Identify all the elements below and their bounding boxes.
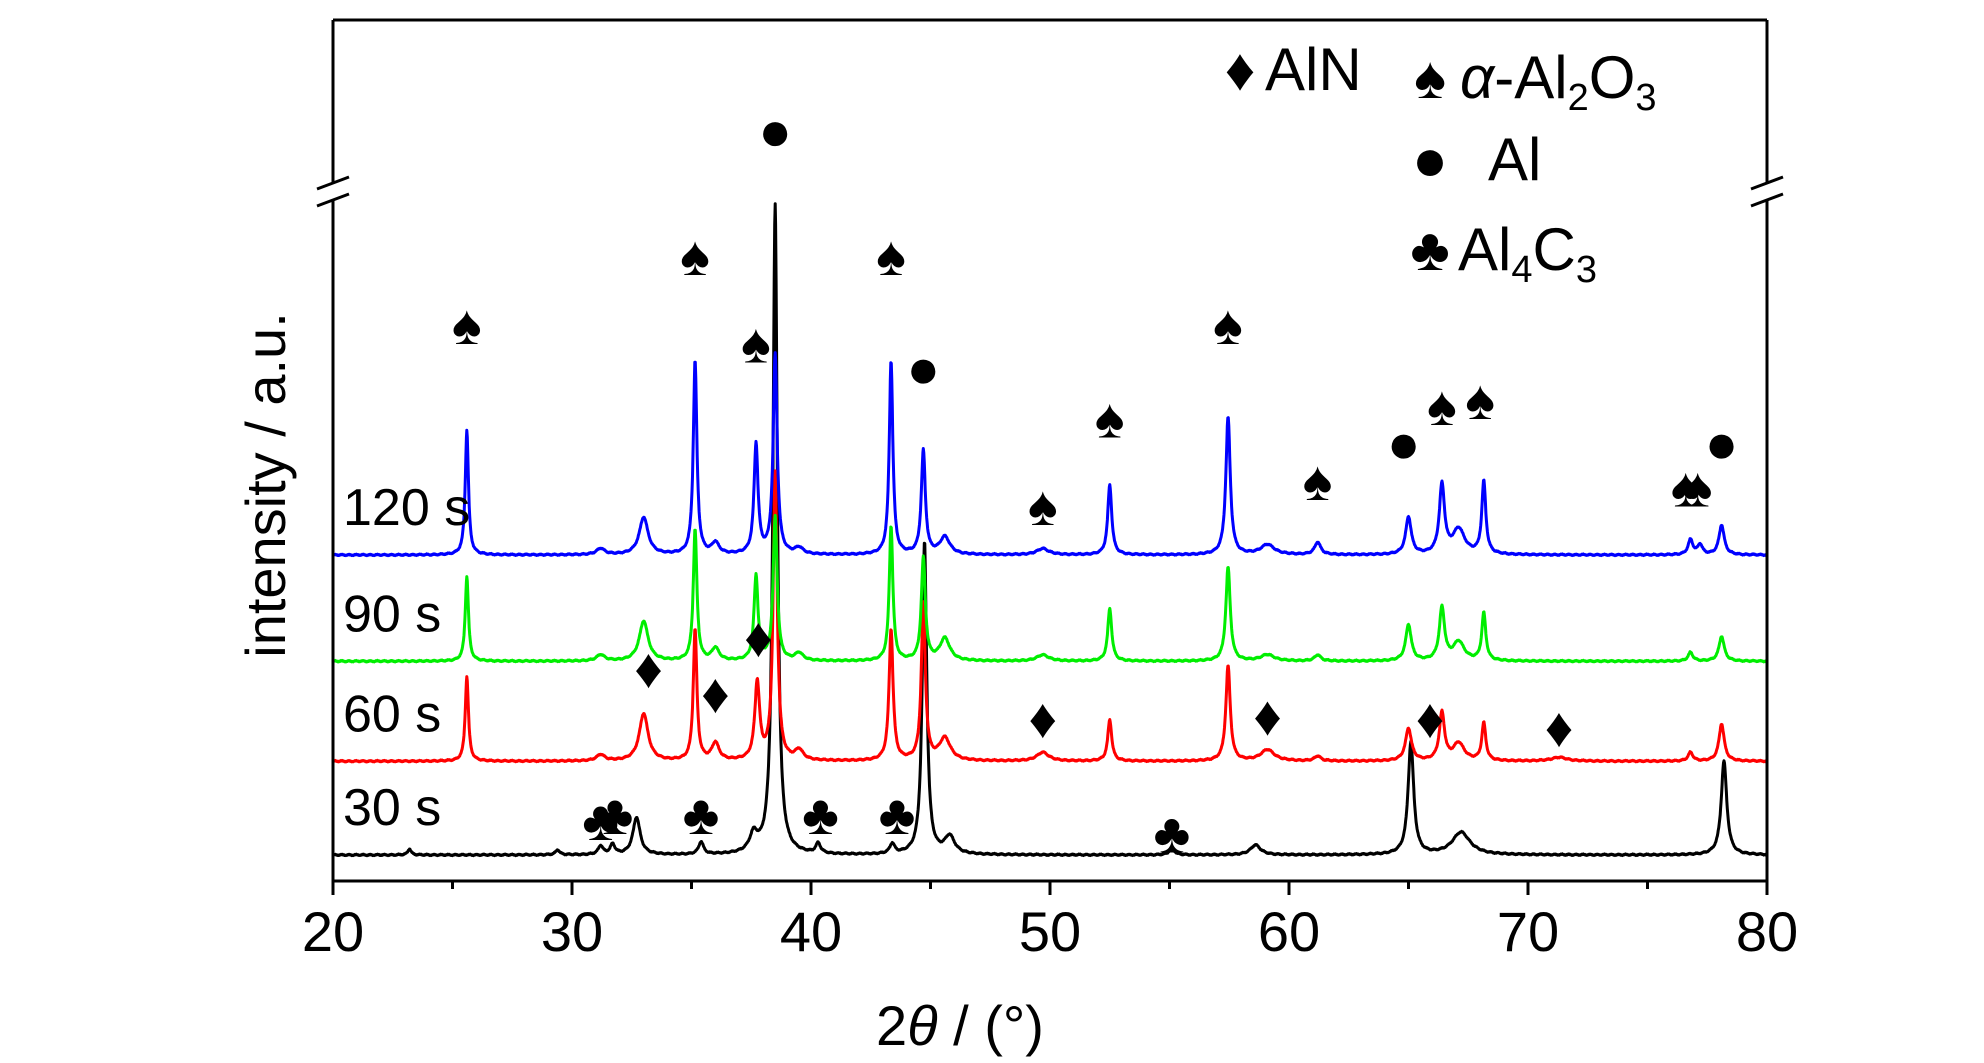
phase-marker-aln: ♦ — [744, 605, 773, 668]
phase-marker-al4c3: ♣ — [597, 783, 634, 846]
phase-marker-al4c3: ♣ — [802, 783, 839, 846]
series-layer — [332, 202, 1769, 858]
phase-marker-aln: ♦ — [1029, 687, 1058, 750]
y-axis-title: intensity / a.u. — [234, 312, 297, 658]
legend-symbol-al4c3: ♣ — [1410, 216, 1449, 283]
phase-marker-alpha-al2o3: ♠ — [1683, 455, 1713, 518]
phase-marker-alpha-al2o3: ♠ — [1427, 374, 1457, 437]
legend-label-part: O — [1589, 44, 1636, 111]
legend-symbol-alpha-al2o3: ♠ — [1414, 44, 1446, 111]
phase-markers: ♠♠♠●♠●♠♠♠♠●♠ ♠♠♠●♦ ♦♦♦ ♦ ♦ ♦♣♣ ♣ ♣ ♣ ♣ — [452, 99, 1739, 865]
legend-label-alpha-al2o3: α-Al2O3 — [1460, 44, 1657, 119]
legend-label-part: Al — [1458, 216, 1511, 283]
phase-marker-al: ● — [1387, 412, 1421, 475]
legend-label-al: Al — [1488, 126, 1541, 193]
phase-marker-aln: ♦ — [634, 637, 663, 700]
phase-marker-alpha-al2o3: ♠ — [1465, 368, 1495, 431]
axis-break-gap-right — [1753, 185, 1781, 198]
x-tick-label: 70 — [1497, 900, 1559, 963]
legend-entry-alpha-al2o3: ♠ α-Al2O3 — [1414, 44, 1656, 119]
phase-marker-alpha-al2o3: ♠ — [452, 293, 482, 356]
series-line-60-s — [332, 469, 1769, 764]
phase-marker-aln: ♦ — [1545, 695, 1574, 758]
legend-label-part: Al — [1488, 126, 1541, 193]
phase-marker-alpha-al2o3: ♠ — [680, 224, 710, 287]
x-tick-label: 30 — [541, 900, 603, 963]
phase-marker-aln: ♦ — [701, 662, 730, 725]
x-tick-label: 40 — [780, 900, 842, 963]
phase-marker-aln: ♦ — [1416, 687, 1445, 750]
x-axis-title-part: 2 — [876, 994, 907, 1057]
series-labels: 30 s 60 s 90 s 120 s — [343, 479, 470, 837]
legend-label-aln: AlN — [1265, 36, 1362, 103]
legend-label-part: C — [1533, 216, 1576, 283]
phase-marker-al: ● — [758, 99, 792, 162]
phase-marker-al4c3: ♣ — [582, 789, 619, 852]
axis-break-mark-left — [316, 192, 350, 208]
phase-marker-al4c3: ♣ — [879, 783, 916, 846]
series-line-120-s — [332, 351, 1769, 558]
legend-label-part: 4 — [1511, 249, 1532, 291]
x-tick-label: 50 — [1019, 900, 1081, 963]
legend-entry-aln: ♦ AlN — [1225, 36, 1362, 103]
phase-marker-al: ● — [1705, 412, 1739, 475]
phase-marker-alpha-al2o3: ♠ — [1213, 293, 1243, 356]
legend-label-part: AlN — [1265, 36, 1362, 103]
axis-break-gap-left — [319, 185, 347, 198]
phase-marker-alpha-al2o3: ♠ — [741, 312, 771, 375]
axis-break-mark-left — [316, 175, 350, 191]
legend-label-part: 3 — [1635, 77, 1656, 119]
phase-marker-alpha-al2o3: ♠ — [1303, 449, 1333, 512]
phase-marker-alpha-al2o3: ♠ — [1095, 387, 1125, 450]
series-line-30-s — [332, 202, 1769, 858]
phase-marker-al: ● — [906, 337, 940, 400]
legend-entry-al: ● Al — [1412, 126, 1541, 193]
series-label-60-s: 60 s — [343, 685, 441, 743]
phase-marker-aln: ♦ — [1253, 684, 1282, 747]
x-tick-label: 60 — [1258, 900, 1320, 963]
legend-label-part: -Al — [1494, 44, 1567, 111]
legend-symbol-aln: ♦ — [1225, 36, 1256, 103]
legend-label-part: 2 — [1568, 77, 1589, 119]
series-label-30-s: 30 s — [343, 779, 441, 837]
x-tick-label: 20 — [302, 900, 364, 963]
phase-marker-al4c3: ♣ — [1154, 802, 1191, 865]
axis-break-mark-right — [1750, 175, 1784, 191]
x-axis-title: 2θ / (°) — [876, 994, 1044, 1057]
x-axis-title-part: θ — [907, 994, 937, 1057]
phase-marker-alpha-al2o3: ♠ — [876, 224, 906, 287]
x-axis-ticks: 20 30 40 50 60 70 80 — [302, 881, 1798, 963]
phase-marker-al4c3: ♣ — [683, 783, 720, 846]
phase-marker-alpha-al2o3: ♠ — [1671, 455, 1701, 518]
phase-marker-alpha-al2o3: ♠ — [1028, 474, 1058, 537]
legend-symbol-al: ● — [1412, 126, 1448, 193]
legend-entry-al4c3: ♣ Al4C3 — [1410, 216, 1597, 291]
legend-label-al4c3: Al4C3 — [1458, 216, 1597, 291]
legend: ♦ AlN ♠ α-Al2O3● Al♣ Al4C3 — [1225, 36, 1657, 291]
x-tick-label: 80 — [1736, 900, 1798, 963]
series-label-90-s: 90 s — [343, 585, 441, 643]
series-line-90-s — [332, 513, 1769, 664]
axis-break-mark-right — [1750, 192, 1784, 208]
legend-label-part: 3 — [1576, 249, 1597, 291]
legend-label-part: α — [1460, 44, 1496, 111]
series-label-120-s: 120 s — [343, 479, 470, 537]
x-axis-title-part: / (°) — [938, 994, 1044, 1057]
